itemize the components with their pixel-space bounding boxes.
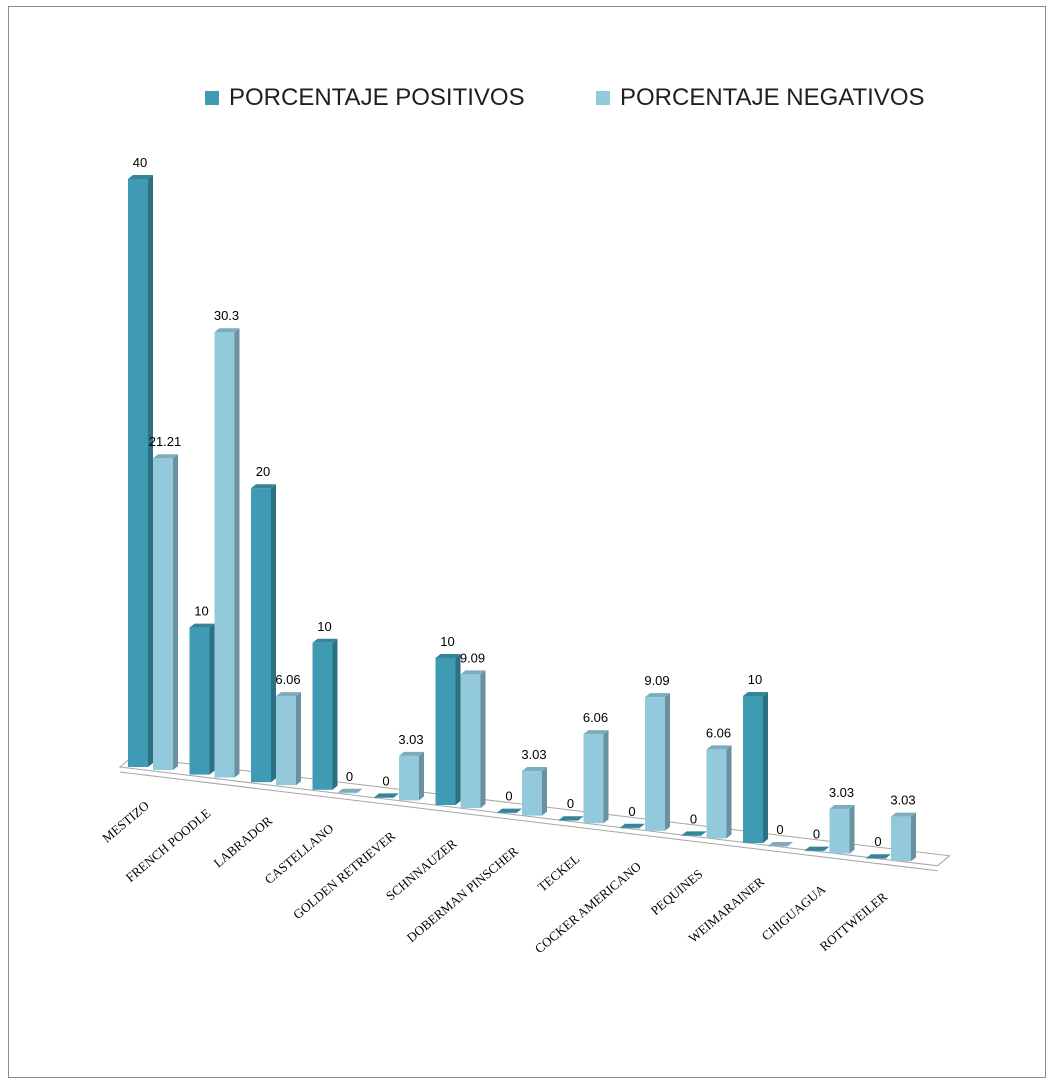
bar-1-0 bbox=[153, 454, 178, 770]
value-label-0-9: 0 bbox=[690, 811, 697, 826]
value-label-0-10: 10 bbox=[748, 672, 762, 687]
value-label-0-8: 0 bbox=[628, 804, 635, 819]
legend-label-positivos: PORCENTAJE POSITIVOS bbox=[229, 84, 525, 111]
value-label-1-9: 6.06 bbox=[706, 725, 731, 740]
bar-1-10 bbox=[768, 842, 793, 847]
bar-1-8 bbox=[645, 693, 670, 831]
value-label-1-5: 9.09 bbox=[460, 650, 485, 665]
value-label-0-7: 0 bbox=[567, 796, 574, 811]
value-label-1-4: 3.03 bbox=[398, 732, 423, 747]
category-label-2: LABRADOR bbox=[211, 813, 276, 871]
bar-1-6 bbox=[522, 767, 547, 816]
category-label-12: ROTTWEILER bbox=[817, 889, 891, 954]
category-label-0: MESTIZO bbox=[99, 798, 152, 846]
bar-0-2 bbox=[251, 484, 276, 783]
value-label-0-12: 0 bbox=[874, 834, 881, 849]
bar-0-8 bbox=[620, 823, 645, 829]
legend-item-positivos: PORCENTAJE POSITIVOS bbox=[205, 84, 525, 112]
value-label-0-4: 0 bbox=[382, 773, 389, 788]
chart-frame bbox=[8, 6, 1046, 1078]
bar-1-1 bbox=[214, 328, 240, 778]
bar-0-9 bbox=[681, 831, 707, 836]
legend-item-negativos: PORCENTAJE NEGATIVOS bbox=[596, 84, 925, 112]
value-label-0-0: 40 bbox=[133, 155, 147, 170]
value-label-0-1: 10 bbox=[194, 604, 208, 619]
category-label-5: SCHNNAUZER bbox=[383, 836, 460, 904]
value-label-1-6: 3.03 bbox=[521, 747, 546, 762]
legend-swatch-negativos bbox=[596, 91, 610, 105]
value-label-0-3: 10 bbox=[317, 619, 331, 634]
bar-1-7 bbox=[583, 730, 609, 824]
value-label-0-5: 10 bbox=[440, 634, 454, 649]
value-label-1-3: 0 bbox=[346, 769, 353, 784]
bar-1-11 bbox=[829, 805, 855, 854]
value-label-0-2: 20 bbox=[256, 464, 270, 479]
bar-0-0 bbox=[128, 175, 153, 767]
bar-1-2 bbox=[276, 692, 301, 786]
category-label-7: TECKEL bbox=[535, 851, 583, 895]
value-label-1-8: 9.09 bbox=[644, 673, 669, 688]
bar-0-1 bbox=[189, 623, 215, 775]
value-label-0-11: 0 bbox=[813, 827, 820, 842]
bar-0-5 bbox=[435, 654, 461, 805]
chart-legend: PORCENTAJE POSITIVOS PORCENTAJE NEGATIVO… bbox=[0, 84, 1054, 124]
bar-0-3 bbox=[312, 638, 338, 790]
value-label-1-12: 3.03 bbox=[890, 793, 915, 808]
category-label-10: WEIMARAINER bbox=[685, 874, 767, 946]
value-label-1-0: 21.21 bbox=[149, 434, 182, 449]
bar-0-11 bbox=[804, 846, 830, 852]
value-label-1-1: 30.3 bbox=[214, 308, 239, 323]
bar-1-3 bbox=[337, 788, 363, 794]
value-label-1-10: 0 bbox=[776, 822, 783, 837]
bar-0-7 bbox=[558, 816, 584, 821]
bar-0-6 bbox=[497, 808, 522, 814]
category-label-11: CHIGUAGUA bbox=[758, 881, 828, 943]
value-label-1-11: 3.03 bbox=[829, 785, 854, 800]
legend-label-negativos: PORCENTAJE NEGATIVOS bbox=[620, 84, 925, 111]
bar-0-12 bbox=[866, 854, 891, 859]
bar-1-9 bbox=[706, 745, 732, 839]
bar-1-12 bbox=[891, 812, 916, 862]
chart-floor-edge bbox=[119, 771, 938, 872]
bar-0-4 bbox=[374, 793, 399, 798]
value-label-1-2: 6.06 bbox=[275, 672, 300, 687]
legend-swatch-positivos bbox=[205, 91, 219, 105]
category-label-9: PEQUINES bbox=[648, 866, 706, 918]
bar-0-10 bbox=[743, 692, 768, 843]
bar-1-4 bbox=[399, 751, 424, 801]
category-label-3: CASTELLANO bbox=[262, 821, 337, 887]
value-label-1-7: 6.06 bbox=[583, 710, 608, 725]
value-label-0-6: 0 bbox=[505, 789, 512, 804]
bar-1-5 bbox=[460, 670, 486, 808]
